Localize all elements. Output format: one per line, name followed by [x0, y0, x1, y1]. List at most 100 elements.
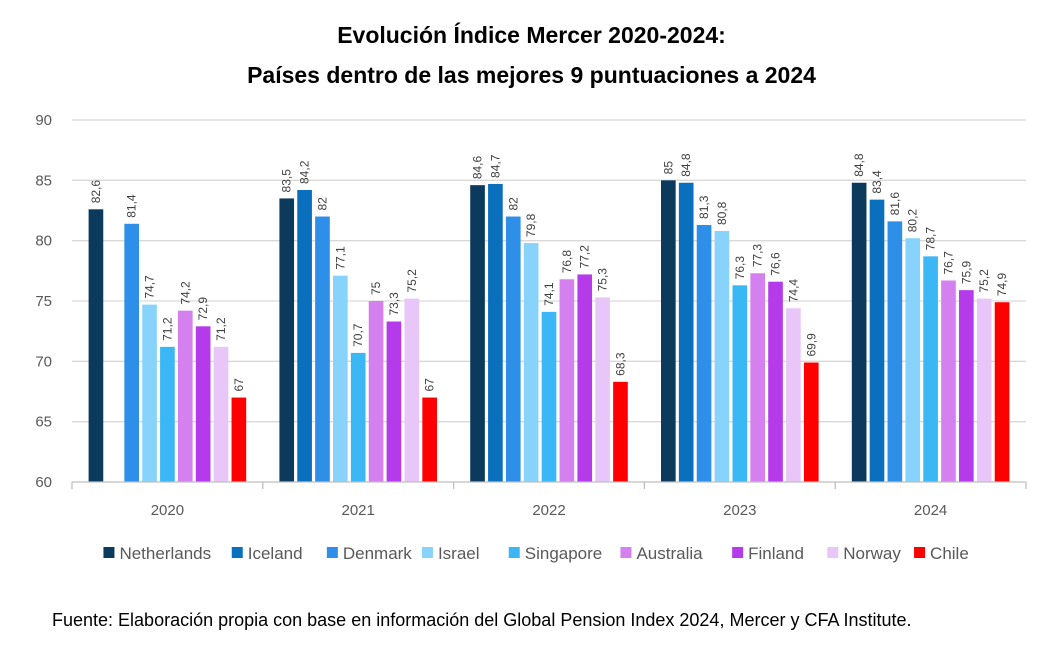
- data-label: 71,2: [214, 317, 228, 341]
- y-tick-label: 85: [35, 172, 52, 189]
- bar-norway-2024: [976, 298, 992, 482]
- legend: Netherlands Iceland Denmark Israel Singapore…: [103, 544, 969, 563]
- bar-finland-2024: [959, 290, 974, 482]
- x-tick-label: 2024: [914, 502, 947, 519]
- legend-label-denmark: Denmark: [343, 544, 412, 563]
- bar-australia-2021: [368, 301, 384, 482]
- bar-chile-2020: [231, 397, 247, 482]
- bar-netherlands-2020: [88, 209, 104, 482]
- data-label: 81,6: [888, 192, 902, 216]
- bar-israel-2023: [714, 231, 730, 482]
- legend-swatch-denmark: [326, 547, 338, 558]
- data-label: 81,4: [125, 194, 139, 218]
- bar-chile-2023: [803, 362, 819, 482]
- data-label: 84,6: [471, 155, 485, 179]
- data-label: 71,2: [160, 317, 174, 341]
- bar-finland-2020: [195, 326, 211, 482]
- legend-label-israel: Israel: [438, 544, 480, 563]
- data-label: 80,8: [715, 201, 729, 225]
- bar-australia-2020: [177, 310, 193, 482]
- bar-chile-2024: [994, 302, 1010, 482]
- bar-israel-2024: [905, 238, 921, 482]
- data-label: 75,2: [977, 269, 991, 293]
- data-label: 67: [423, 378, 437, 392]
- legend-label-finland: Finland: [748, 544, 804, 563]
- data-label: 80,2: [906, 209, 920, 233]
- bar-singapore-2021: [350, 352, 366, 482]
- y-tick-label: 90: [35, 112, 52, 129]
- data-label: 81,3: [697, 195, 711, 219]
- bar-finland-2022: [577, 274, 593, 482]
- legend-label-australia: Australia: [636, 544, 703, 563]
- y-tick-label: 70: [35, 353, 52, 370]
- data-label: 74,7: [143, 275, 157, 299]
- data-label: 82,6: [89, 180, 103, 204]
- legend-swatch-israel: [421, 547, 433, 558]
- source-note: Fuente: Elaboración propia con base en i…: [52, 610, 912, 630]
- legend-label-netherlands: Netherlands: [119, 544, 211, 563]
- data-labels: 82,6 83,5 84,6 85 84,8 84,2 84,7 84,8 83,4 81,4 82…: [89, 153, 1009, 391]
- data-label: 83,5: [280, 169, 294, 193]
- data-label: 74,9: [995, 273, 1009, 297]
- bar-israel-2022: [523, 243, 539, 482]
- legend-swatch-finland: [732, 547, 744, 558]
- data-label: 84,2: [298, 160, 312, 184]
- x-tick-label: 2023: [723, 502, 756, 519]
- bar-netherlands-2024: [851, 182, 867, 482]
- bar-singapore-2022: [541, 311, 557, 482]
- data-label: 76,7: [941, 251, 955, 275]
- legend-swatch-iceland: [231, 547, 243, 558]
- bar-iceland-2022: [488, 183, 503, 482]
- data-label: 76,6: [769, 252, 783, 276]
- legend-label-norway: Norway: [843, 544, 901, 563]
- data-label: 78,7: [924, 227, 938, 251]
- bar-iceland-2023: [678, 182, 694, 482]
- data-label: 83,4: [870, 170, 884, 194]
- bar-iceland-2021: [297, 189, 312, 482]
- x-tick-label: 2022: [532, 502, 565, 519]
- data-label: 75,9: [959, 260, 973, 284]
- legend-swatch-chile: [914, 547, 926, 558]
- bar-australia-2022: [559, 279, 575, 482]
- data-label: 74,2: [178, 281, 192, 305]
- y-axis: 60 65 70 75 80 85 90: [35, 112, 52, 491]
- data-label: 77,1: [333, 246, 347, 270]
- data-label: 69,9: [804, 333, 818, 357]
- bar-netherlands-2022: [470, 185, 485, 482]
- legend-swatch-australia: [620, 547, 632, 558]
- bar-israel-2021: [333, 275, 348, 482]
- bar-singapore-2023: [732, 285, 748, 482]
- bar-denmark-2023: [696, 224, 712, 483]
- bar-norway-2020: [213, 346, 229, 482]
- bar-chile-2022: [613, 381, 628, 482]
- data-label: 74,1: [542, 282, 556, 306]
- y-tick-label: 65: [35, 414, 52, 431]
- x-tick-label: 2021: [342, 502, 375, 519]
- bar-chile-2021: [422, 397, 437, 482]
- bar-singapore-2020: [160, 346, 175, 482]
- data-label: 72,9: [196, 297, 210, 321]
- bar-netherlands-2023: [661, 180, 676, 483]
- y-tick-label: 60: [35, 474, 52, 491]
- data-label: 75: [369, 281, 383, 295]
- data-label: 76,8: [560, 250, 574, 274]
- data-label: 67: [232, 378, 246, 392]
- bar-norway-2022: [595, 297, 610, 482]
- x-axis: 2020 2021 2022 2023 2024: [71, 481, 1027, 519]
- data-label: 84,8: [679, 153, 693, 177]
- data-label: 84,7: [488, 154, 502, 178]
- bar-norway-2023: [786, 308, 801, 482]
- data-label: 68,3: [613, 352, 627, 376]
- chart-title-line-1: Evolución Índice Mercer 2020-2024:: [337, 22, 726, 48]
- data-label: 75,2: [405, 269, 419, 293]
- bar-australia-2023: [750, 273, 765, 482]
- bar-netherlands-2021: [279, 198, 295, 482]
- data-label: 82: [506, 197, 520, 211]
- legend-swatch-netherlands: [103, 547, 115, 558]
- data-label: 84,8: [852, 153, 866, 177]
- bars: [88, 180, 1010, 483]
- data-label: 77,2: [578, 245, 592, 269]
- bar-singapore-2024: [923, 256, 938, 482]
- bar-iceland-2024: [869, 199, 885, 482]
- data-label: 85: [661, 161, 675, 175]
